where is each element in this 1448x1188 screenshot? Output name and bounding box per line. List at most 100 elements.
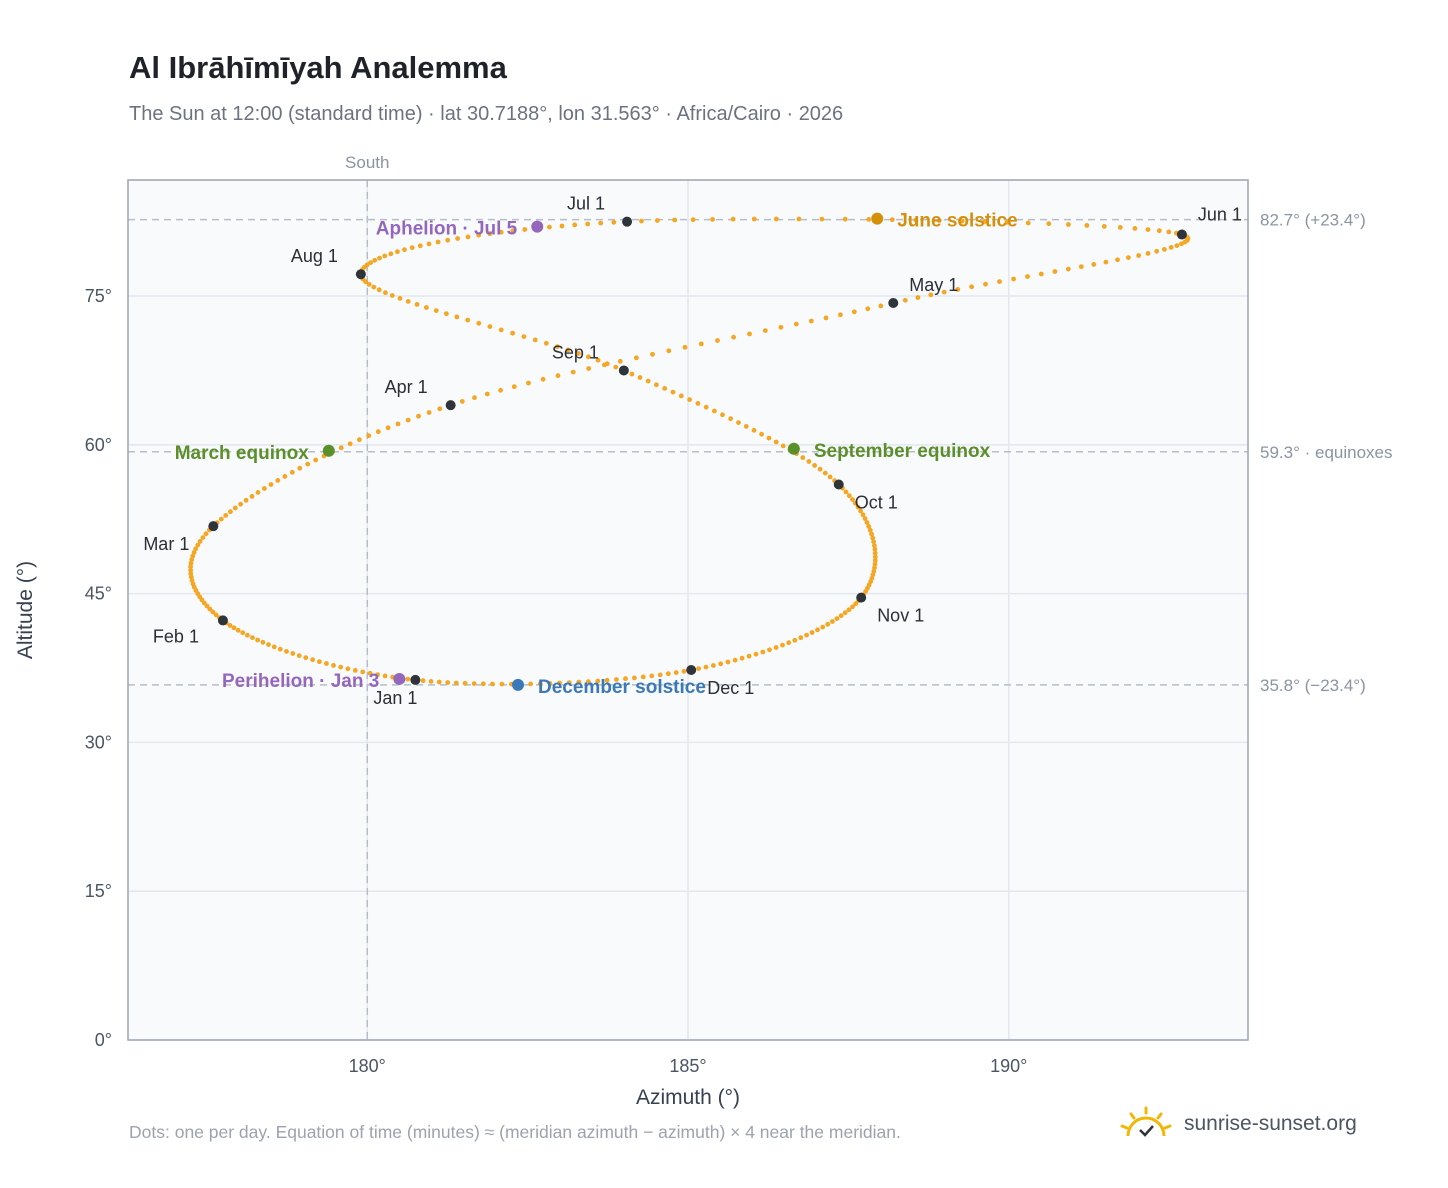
daily-dot [284, 649, 289, 654]
daily-dot [955, 287, 961, 292]
daily-dot [360, 669, 366, 675]
daily-dot [773, 439, 779, 445]
event-label: March equinox [175, 443, 310, 464]
daily-dot [1166, 229, 1172, 235]
daily-dot [420, 678, 426, 684]
daily-dot [604, 677, 610, 683]
daily-dot [913, 217, 919, 223]
daily-dot [383, 290, 388, 296]
daily-dot [604, 361, 610, 367]
daily-dot [382, 673, 388, 679]
daily-dot [665, 671, 671, 677]
daily-dot [941, 289, 947, 295]
daily-dot [792, 637, 798, 643]
daily-dot [767, 647, 772, 653]
daily-dot [1168, 245, 1174, 250]
daily-dot [223, 513, 229, 518]
month-label: May 1 [909, 275, 958, 295]
daily-dot [207, 606, 213, 612]
daily-dot [698, 341, 704, 347]
month-label: Mar 1 [143, 534, 189, 554]
daily-dot [808, 318, 814, 324]
daily-dot [465, 317, 471, 323]
daily-dot [762, 328, 768, 333]
daily-dot [649, 673, 655, 679]
daily-dot [484, 391, 490, 397]
daily-dot [557, 680, 562, 686]
daily-dot [266, 642, 271, 647]
daily-dot [595, 678, 601, 684]
daily-dot [715, 338, 720, 343]
daily-dot [455, 236, 460, 241]
daily-dot [780, 642, 785, 648]
daily-dot [773, 216, 779, 222]
event-label: December solstice [538, 677, 706, 698]
brand-logo[interactable]: sunrise-sunset.org [1120, 1102, 1357, 1146]
daily-dot [780, 443, 786, 449]
daily-dot [645, 378, 651, 384]
reference-line-label: 82.7° (+23.4°) [1260, 211, 1366, 230]
daily-dot [1052, 269, 1058, 274]
daily-dot [260, 639, 266, 645]
daily-dot [1145, 251, 1151, 256]
daily-dot [1101, 224, 1107, 229]
daily-dot [703, 404, 709, 410]
daily-dot [375, 672, 380, 677]
daily-dot [632, 675, 637, 681]
daily-dot [815, 627, 820, 633]
month-dot [622, 216, 633, 227]
daily-dot [842, 216, 848, 222]
daily-dot [830, 619, 835, 624]
daily-dot [282, 474, 288, 479]
daily-dot [210, 609, 216, 615]
daily-dot [572, 222, 578, 228]
daily-dot [809, 630, 815, 635]
daily-dot [778, 324, 784, 330]
daily-dot [193, 546, 199, 552]
daily-dot [842, 610, 848, 616]
daily-dot [231, 625, 237, 631]
daily-dot [872, 554, 878, 560]
daily-dot [851, 309, 857, 315]
sunrise-icon [1120, 1106, 1172, 1137]
y-tick-label: 75° [85, 286, 112, 306]
chart-title: Al Ibrāhīmīyah Analemma [129, 50, 507, 85]
daily-dot [189, 557, 195, 563]
daily-dot [424, 305, 429, 310]
daily-dot [796, 216, 802, 222]
daily-dot [800, 455, 806, 460]
daily-dot [296, 653, 302, 658]
daily-dot [695, 401, 701, 406]
daily-dot [459, 399, 465, 404]
daily-dot [490, 681, 495, 687]
daily-dot [650, 351, 655, 357]
event-dot [322, 444, 335, 457]
daily-dot [303, 655, 309, 661]
daily-dot [690, 217, 696, 223]
daily-dot [437, 406, 443, 412]
daily-dot [385, 425, 391, 431]
daily-dot [746, 653, 752, 659]
daily-dot [586, 366, 592, 371]
daily-dot [827, 474, 833, 480]
daily-dot [611, 219, 617, 225]
daily-dot [681, 668, 687, 674]
daily-dot [522, 227, 528, 232]
daily-dot [731, 334, 736, 340]
month-markers: Jan 1 Feb 1 Mar 1 Apr 1 May 1 Jun 1 Jul 1 Aug 1… [143, 194, 1242, 708]
daily-dot [983, 281, 988, 287]
y-tick-label: 45° [85, 584, 112, 604]
meridian-label: South [345, 153, 389, 172]
daily-dot [640, 674, 646, 680]
daily-dot [498, 229, 504, 235]
daily-dot [397, 296, 403, 301]
daily-dot [860, 512, 866, 518]
daily-dot [1025, 274, 1030, 279]
month-label: Feb 1 [153, 626, 199, 646]
daily-dot [687, 397, 692, 402]
daily-dot [657, 672, 663, 678]
daily-dot [666, 348, 672, 354]
daily-dot [228, 509, 233, 515]
month-dot [355, 269, 366, 280]
daily-dot [1132, 226, 1138, 231]
